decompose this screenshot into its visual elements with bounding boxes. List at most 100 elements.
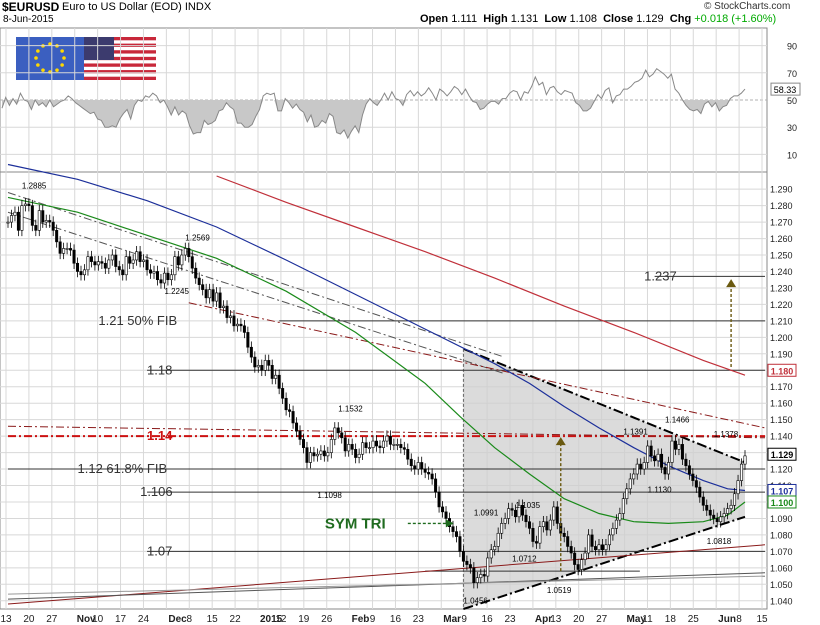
date-tick-label: 19 [298,614,310,625]
candle-body [124,256,128,276]
brand-watermark: © StockCharts.com [704,1,791,12]
candle-body [548,519,552,531]
candle-body [708,509,712,516]
candle-body [500,523,504,534]
date-tick-label: 9 [370,614,376,625]
triangle-upper-line [463,347,746,464]
candle-body [44,220,48,223]
right-value-label: 1.129 [771,450,794,460]
candle-body [673,440,677,450]
candle-body [552,506,556,521]
price-tick-label: 1.240 [770,267,793,277]
candle-body [301,439,305,448]
candle-body [399,444,403,448]
date-tick-label: 20 [573,614,585,625]
candle-body [475,577,479,583]
candle-body [489,549,493,559]
right-value-label: 1.180 [771,366,794,376]
candle-body [743,455,747,465]
candle-body [187,248,191,257]
candle-body [441,506,445,513]
candle-body [420,462,424,470]
trendline [7,544,766,605]
candle-body [65,248,69,250]
point-label: 1.2885 [22,182,47,191]
candle-body [454,531,458,537]
indicator-tick-label: 90 [787,42,797,52]
trendline [7,211,505,375]
trendline [7,191,505,358]
date-tick-label: Mar [443,614,461,625]
close-label: Close [603,13,634,25]
candle-body [260,365,264,371]
right-value-label: 1.100 [771,498,794,508]
candle-body [639,463,643,470]
level-label: 1.07 [147,543,172,558]
candle-body [100,261,104,264]
eu-star [55,68,59,72]
candle-body [235,323,239,327]
candle-body [263,360,267,371]
point-label: 1.1378 [714,430,739,439]
point-label: 1.1035 [516,501,541,510]
candle-body [183,248,187,256]
candle-body [9,215,13,223]
candle-body [291,411,295,424]
point-label: 1.1532 [338,404,363,413]
price-tick-label: 1.220 [770,300,793,310]
candle-body [190,256,194,269]
candle-body [465,560,469,565]
price-tick-label: 1.080 [770,530,793,540]
point-label: 1.2245 [164,287,189,296]
candle-body [333,427,337,440]
price-tick-label: 1.260 [770,234,793,244]
candle-body [117,266,121,271]
candle-body [625,488,629,499]
candle-body [521,504,525,516]
us-flag [84,37,156,80]
candle-body [642,462,646,470]
candle-body [48,220,52,223]
candle-body [423,468,427,473]
candle-body [719,516,723,523]
candle-body [298,430,302,440]
level-label: 1.21 50% FIB [98,313,177,328]
candle-body [597,544,601,551]
low-label: Low [544,13,567,25]
candle-body [614,519,618,529]
candle-body [253,356,257,368]
price-tick-label: 1.270 [770,218,793,228]
candle-body [416,462,420,470]
candle-body [701,496,705,506]
candle-body [93,261,97,266]
date-tick-label: May [627,614,647,625]
candle-body [180,254,184,266]
candle-body [239,323,243,327]
candle-body [545,521,549,531]
candle-body [27,203,31,206]
candle-body [89,256,93,262]
target-arrow-head [555,437,566,446]
candle-body [308,452,312,463]
candle-body [166,272,170,281]
date-tick-label: 13 [550,614,562,625]
candle-body [155,271,159,281]
price-tick-label: 1.160 [770,399,793,409]
candle-body [288,409,292,412]
candle-body [322,450,326,457]
right-value-box [767,495,797,509]
candle-body [281,388,285,399]
candle-body [277,374,281,389]
candle-body [232,315,236,327]
us-stripe [84,63,156,67]
point-label: 1.0456 [463,597,488,606]
candle-body [295,422,299,432]
indicator-oversold-fill [2,100,745,139]
indicator-series-line [1,67,746,140]
candle-body [218,292,222,309]
candle-body [82,269,86,276]
level-label: 1.14 [147,428,173,443]
candle-body [472,567,476,583]
candle-body [86,256,90,271]
candle-body [142,259,146,262]
